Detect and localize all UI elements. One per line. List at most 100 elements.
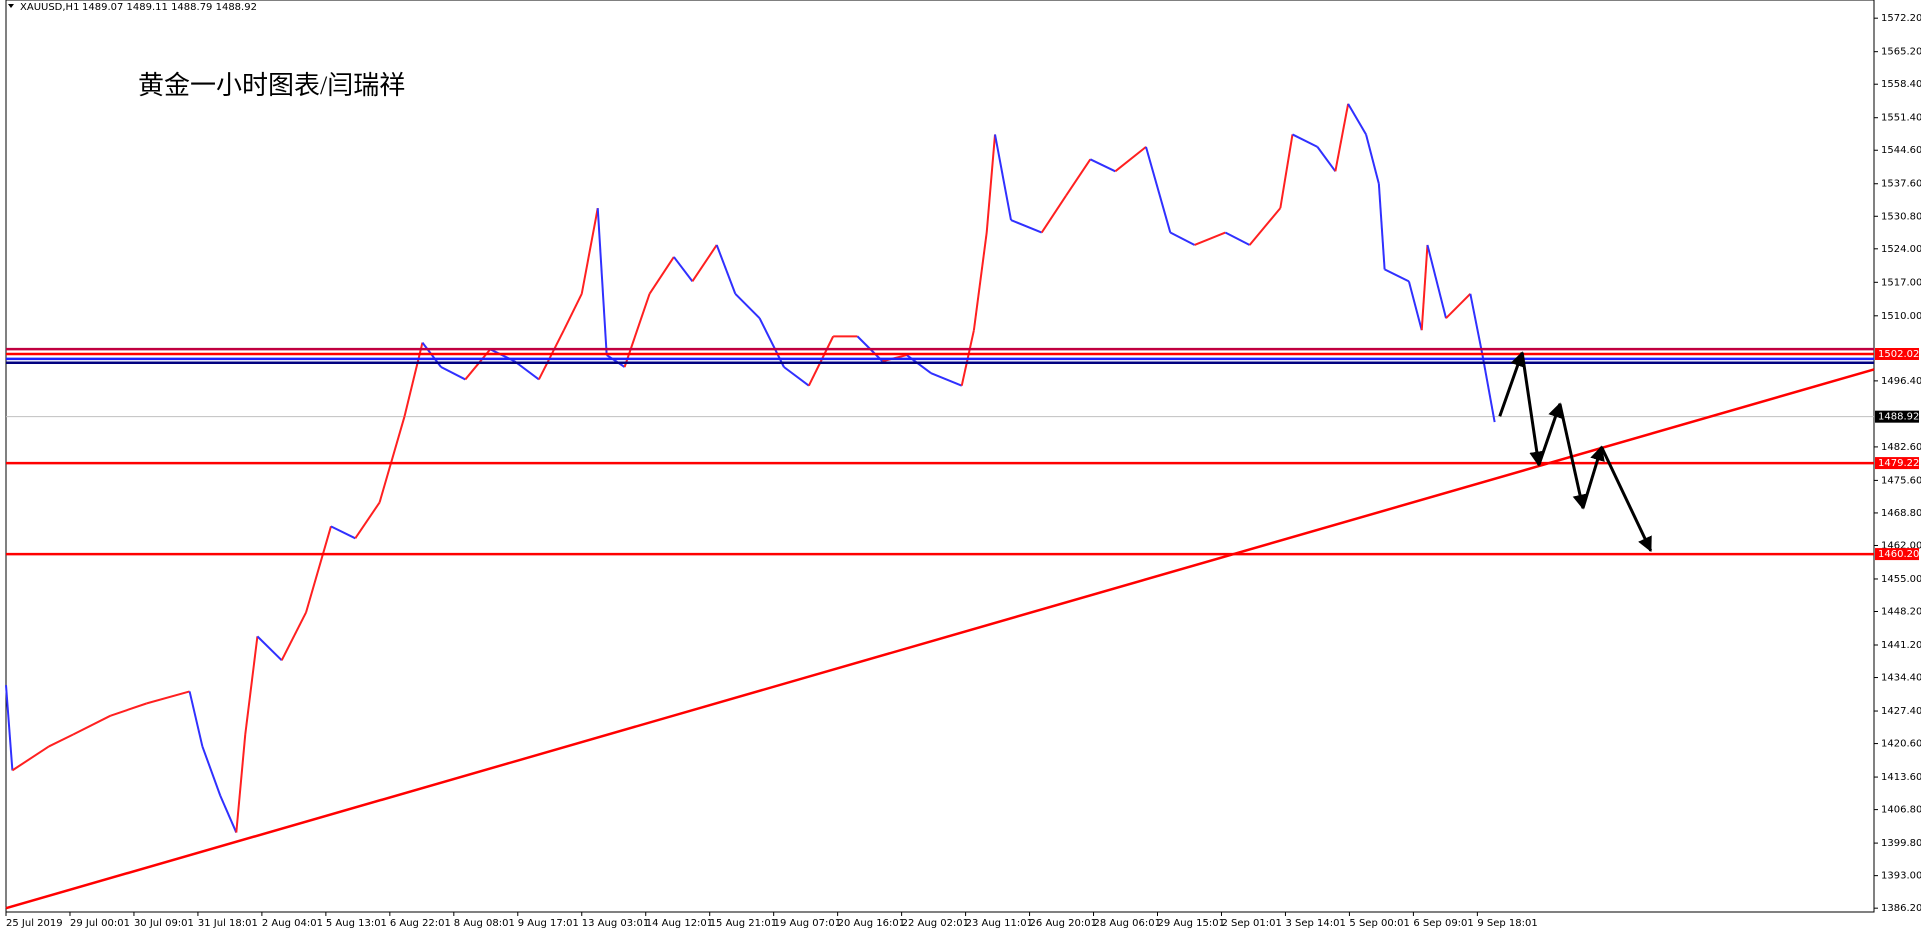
menu-triangle [8, 4, 14, 8]
price-segment [1224, 231, 1251, 246]
y-tick-label: 1448.20 [1881, 607, 1921, 618]
price-segment [1065, 158, 1092, 197]
x-tick-label: 15 Aug 21:01 [710, 918, 777, 929]
price-segment [1420, 244, 1429, 331]
price-segment [1469, 293, 1484, 356]
forecast-arrow [1558, 403, 1588, 510]
x-tick-label: 26 Aug 20:01 [1030, 918, 1097, 929]
price-segment [305, 526, 332, 613]
price-segment [1426, 244, 1447, 319]
x-tick-label: 25 Jul 2019 [6, 918, 63, 929]
price-segment [201, 746, 222, 797]
price-segment [280, 612, 307, 661]
price-segment [985, 134, 997, 233]
price-segment [580, 207, 599, 294]
price-segment [1445, 293, 1472, 319]
level-label: 1460.20 [1878, 549, 1919, 560]
x-tick-label: 9 Sep 18:01 [1477, 918, 1537, 929]
y-tick-label: 1517.00 [1881, 277, 1921, 288]
price-segment [1169, 231, 1196, 246]
price-segment [1145, 146, 1172, 233]
x-tick-label: 8 Aug 08:01 [454, 918, 515, 929]
symbol: XAUUSD,H1 [20, 2, 79, 13]
x-tick-label: 31 Jul 18:01 [198, 918, 258, 929]
x-tick-label: 20 Aug 16:01 [838, 918, 905, 929]
y-tick-label: 1406.80 [1881, 805, 1921, 816]
y-tick-label: 1427.40 [1881, 706, 1921, 717]
price-segment [648, 256, 675, 295]
price-segment [691, 244, 718, 282]
y-tick-label: 1441.20 [1881, 640, 1921, 651]
price-segment [1292, 133, 1318, 148]
x-tick-label: 19 Aug 07:01 [774, 918, 841, 929]
x-tick-label: 2 Aug 04:01 [262, 918, 323, 929]
y-tick-label: 1462.00 [1881, 540, 1921, 551]
x-tick-label: 2 Sep 01:01 [1221, 918, 1281, 929]
price-segment [623, 293, 651, 368]
y-tick-label: 1551.40 [1881, 113, 1921, 124]
y-tick-label: 1558.40 [1881, 79, 1921, 90]
price-segment [330, 525, 356, 540]
x-tick-label: 6 Aug 22:01 [390, 918, 451, 929]
forecast-arrow [1600, 446, 1653, 553]
price-segment [48, 733, 74, 748]
y-tick-label: 1530.80 [1881, 211, 1921, 222]
forecast-arrow [1498, 351, 1525, 417]
price-segment [1334, 103, 1350, 172]
price-segment [146, 690, 190, 705]
y-tick-label: 1524.00 [1881, 244, 1921, 255]
price-segment [1384, 268, 1410, 283]
level-box [1875, 347, 1919, 360]
price-segment [109, 702, 148, 717]
price-segment [1194, 231, 1226, 246]
price-segment [513, 360, 540, 381]
y-tick-label: 1510.00 [1881, 311, 1921, 322]
price-segment [673, 256, 694, 282]
forecast-arrow [1581, 445, 1605, 509]
x-tick-label: 9 Aug 17:01 [518, 918, 579, 929]
price-segment [972, 232, 988, 331]
forecast-arrow [1520, 352, 1545, 467]
price-segment [1279, 134, 1294, 209]
y-tick-label: 1482.60 [1881, 442, 1921, 453]
last-price-label: 1488.92 [1878, 412, 1919, 423]
price-segment [715, 244, 737, 295]
price-segment [1316, 146, 1337, 172]
price-segment [1347, 103, 1367, 135]
y-tick-label: 1544.60 [1881, 145, 1921, 156]
x-tick-label: 5 Aug 13:01 [326, 918, 387, 929]
price-segment [354, 501, 381, 539]
forecast-arrow [1537, 402, 1563, 466]
level-box [1875, 457, 1919, 470]
y-tick-label: 1393.00 [1881, 871, 1921, 882]
price-segment [734, 293, 761, 319]
y-tick-label: 1537.60 [1881, 179, 1921, 190]
y-tick-label: 1434.40 [1881, 673, 1921, 684]
price-segment [244, 636, 259, 735]
x-tick-label: 3 Sep 14:01 [1285, 918, 1345, 929]
x-tick-label: 29 Aug 15:01 [1158, 918, 1225, 929]
price-segment [11, 745, 50, 772]
x-tick-label: 29 Jul 00:01 [70, 918, 130, 929]
y-tick-label: 1468.80 [1881, 508, 1921, 519]
y-tick-label: 1496.40 [1881, 376, 1921, 387]
plot-frame [5, 0, 1875, 913]
price-segment [1114, 146, 1147, 173]
price-segment [783, 366, 810, 387]
price-segment [440, 366, 466, 381]
y-tick-label: 1399.80 [1881, 838, 1921, 849]
level-label: 1502.02 [1878, 349, 1919, 360]
price-segment [219, 795, 238, 833]
price-segment [930, 372, 963, 387]
y-tick-label: 1413.60 [1881, 772, 1921, 783]
price-segment [72, 714, 111, 736]
price-segment [378, 416, 406, 503]
price-segment [1407, 281, 1423, 331]
y-tick-label: 1386.20 [1881, 903, 1921, 914]
last-price-box [1875, 410, 1919, 423]
y-tick-label: 1455.00 [1881, 574, 1921, 585]
price-segment [1377, 183, 1386, 270]
trendline [5, 368, 1875, 910]
